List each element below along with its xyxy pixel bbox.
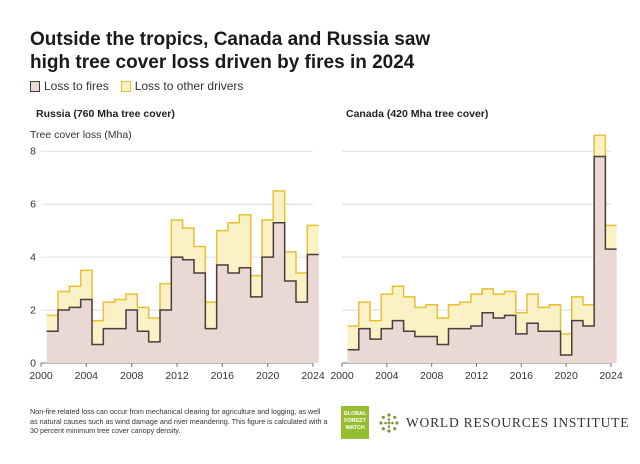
y-tick-label-4: 4 [30,252,36,264]
russia-x-tick-label-2020: 2020 [256,370,280,382]
legend-label-other: Loss to other drivers [134,79,244,93]
chart-title-line-1: Outside the tropics, Canada and Russia s… [30,29,431,50]
chart-title-line-2: high tree cover loss driven by fires in … [30,52,415,73]
legend-item-other: Loss to other drivers [120,79,244,93]
gfw-logo-line-1: GLOBAL [343,411,367,417]
legend-item-fires: Loss to fires [30,79,109,93]
legend-label-fires: Loss to fires [44,79,109,93]
canada-fire-area [347,156,617,363]
canada-x-tick-label-2004: 2004 [375,370,399,382]
russia-x-tick-label-2016: 2016 [211,370,235,382]
gfw-logo-line-2: FOREST [344,418,366,424]
russia-x-tick-label-2012: 2012 [165,370,189,382]
canada-panel-title: Canada (420 Mha tree cover) [346,108,489,120]
y-axis-label: Tree cover loss (Mha) [30,129,132,141]
canada-x-tick-label-2008: 2008 [420,370,444,382]
y-tick-label-8: 8 [30,146,36,158]
canada-x-tick-label-2024: 2024 [599,370,623,382]
y-tick-label-2: 2 [30,305,36,317]
russia-x-tick-label-2008: 2008 [120,370,144,382]
chart-title: Outside the tropics, Canada and Russia s… [30,28,590,74]
canada-x-tick-label-2016: 2016 [510,370,534,382]
russia-x-tick-label-2004: 2004 [75,370,99,382]
canada-x-tick-label-2000: 2000 [330,370,354,382]
russia-x-tick-label-2024: 2024 [301,370,325,382]
gfw-logo-line-3: WATCH [345,425,365,431]
canada-x-tick-label-2012: 2012 [465,370,489,382]
wri-mark-icon [379,413,399,433]
legend: Loss to fires Loss to other drivers [30,79,243,93]
wri-name: WORLD RESOURCES INSTITUTE [406,415,630,430]
russia-x-tick-label-2000: 2000 [29,370,53,382]
y-tick-label-6: 6 [30,199,36,211]
footnote: Non-fire related loss can occur from mec… [30,407,328,435]
russia-fire-line [46,221,319,346]
russia-fire-area [46,222,319,363]
wri-logo: WORLD RESOURCES INSTITUTE [378,412,629,434]
canada-fire-line [347,155,617,356]
y-tick-label-0: 0 [30,358,36,370]
legend-swatch-fires [30,80,40,92]
legend-swatch-other [120,80,131,92]
canada-x-tick-label-2020: 2020 [554,370,578,382]
russia-panel-title: Russia (760 Mha tree cover) [36,108,175,120]
gfw-logo: GLOBAL FOREST WATCH [341,406,369,439]
